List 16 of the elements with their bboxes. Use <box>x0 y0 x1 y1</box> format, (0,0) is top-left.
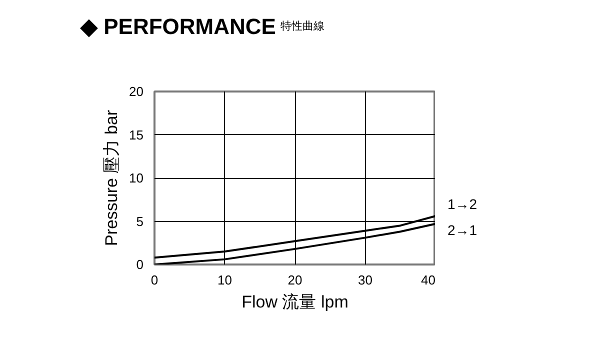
series-label: 2→1 <box>448 222 478 238</box>
y-tick-label: 0 <box>136 257 144 272</box>
series-label: 1→2 <box>448 196 478 212</box>
chart-subtitle: 特性曲線 <box>280 20 324 32</box>
x-tick-label: 40 <box>421 272 436 288</box>
x-tick-label: 20 <box>288 272 302 288</box>
y-tick-label: 10 <box>129 170 144 186</box>
x-axis-title: Flow 流量 lpm <box>242 292 348 312</box>
y-tick-label: 20 <box>129 84 144 99</box>
y-tick-label: 5 <box>136 214 144 229</box>
y-axis-title: Pressure 壓力 bar <box>102 110 122 246</box>
x-tick-label: 0 <box>150 272 158 288</box>
y-tick-label: 15 <box>129 127 144 142</box>
x-tick-label: 10 <box>218 272 232 288</box>
x-tick-label: 30 <box>358 272 372 288</box>
chart-title: ◆ PERFORMANCE <box>80 14 276 39</box>
